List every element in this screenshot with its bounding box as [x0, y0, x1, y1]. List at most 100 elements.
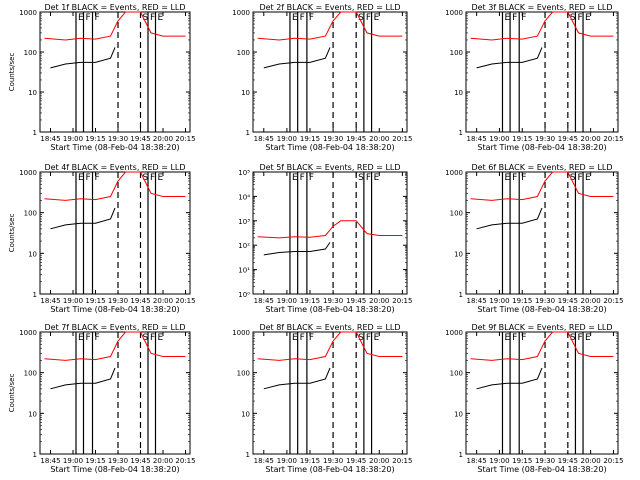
event-marker-label: S — [143, 173, 149, 183]
x-tick-label: 19:15 — [85, 457, 105, 465]
lld-series-line — [257, 11, 403, 41]
x-tick-label: 19:45 — [130, 297, 150, 305]
x-axis-label: Start Time (08-Feb-04 18:38:20) — [50, 143, 179, 152]
x-tick-label: 20:15 — [603, 297, 623, 305]
event-marker-label: E — [292, 173, 298, 183]
chart-panel-9: Det 9f BLACK = Events, RED = LLD 1 10 100 10… — [445, 323, 623, 474]
y-tick-label: 1 — [246, 129, 250, 137]
x-tick-label: 19:15 — [512, 297, 532, 305]
event-marker-label: F — [512, 13, 517, 23]
plot-title: Det 3f BLACK = Events, RED = LLD — [471, 3, 612, 12]
y-tick-label: 1000 — [445, 169, 463, 177]
y-tick-label: 100 — [24, 49, 37, 57]
event-marker-label: F — [309, 333, 314, 343]
event-marker-label: E — [78, 333, 84, 343]
x-tick-label: 20:00 — [153, 297, 173, 305]
x-tick-label: 20:00 — [369, 297, 389, 305]
events-series-line — [476, 207, 543, 230]
x-tick-label: 19:45 — [558, 457, 578, 465]
y-tick-label: 1 — [33, 129, 37, 137]
y-tick-label: 1 — [33, 451, 37, 459]
event-marker-label: F — [309, 173, 314, 183]
events-series-line — [50, 47, 116, 69]
x-tick-label: 19:15 — [300, 297, 320, 305]
y-tick-label: 1 — [246, 451, 250, 459]
lld-series-line — [44, 11, 186, 41]
plot-frame — [252, 11, 408, 133]
x-tick-label: 19:15 — [512, 457, 532, 465]
x-axis-label: Start Time (08-Feb-04 18:38:20) — [265, 305, 394, 314]
event-marker-label: E — [78, 13, 84, 23]
x-tick-label: 19:15 — [85, 297, 105, 305]
y-tick-label: 10 — [241, 89, 250, 97]
x-axis-label: Start Time (08-Feb-04 18:38:20) — [477, 143, 606, 152]
event-marker-label: F — [95, 173, 100, 183]
event-marker-label: F — [150, 173, 155, 183]
x-tick-label: 19:00 — [277, 135, 297, 143]
x-tick-label: 19:45 — [130, 457, 150, 465]
plot-title: Det 7f BLACK = Events, RED = LLD — [44, 323, 185, 332]
chart-panel-5: Det 5f BLACK = Events, RED = LLD 10⁰ 10¹ 10… — [238, 163, 412, 314]
event-marker-label: E — [585, 333, 591, 343]
x-tick-label: 18:45 — [467, 457, 487, 465]
x-tick-label: 20:00 — [369, 457, 389, 465]
plot-title: Det 6f BLACK = Events, RED = LLD — [471, 163, 612, 172]
y-tick-label: 100 — [237, 370, 250, 378]
event-marker-label: E — [78, 173, 84, 183]
event-marker-label: F — [150, 13, 155, 23]
plot-frame — [39, 331, 191, 455]
y-tick-label: 100 — [24, 210, 37, 218]
y-tick-label: 10 — [454, 89, 463, 97]
event-marker-label: S — [570, 333, 576, 343]
x-axis-label: Start Time (08-Feb-04 18:38:20) — [265, 465, 394, 474]
event-marker-label: F — [95, 333, 100, 343]
x-tick-label: 19:00 — [63, 297, 83, 305]
x-tick-label: 20:15 — [175, 457, 195, 465]
event-marker-label: E — [585, 13, 591, 23]
y-tick-label: 100 — [237, 49, 250, 57]
lld-series-line — [257, 220, 403, 239]
event-marker-label: F — [512, 333, 517, 343]
event-marker-label: F — [86, 333, 91, 343]
x-tick-label: 20:15 — [175, 297, 195, 305]
y-tick-label: 1000 — [19, 9, 37, 17]
y-tick-label: 1000 — [19, 169, 37, 177]
x-tick-label: 19:00 — [63, 135, 83, 143]
event-marker-label: E — [504, 333, 510, 343]
chart-panel-2: Det 2f BLACK = Events, RED = LLD 1 10 100 10… — [232, 3, 412, 152]
event-marker-label: F — [577, 13, 582, 23]
y-tick-label: 1 — [33, 291, 37, 299]
event-marker-label: F — [366, 173, 371, 183]
event-marker-label: F — [512, 173, 517, 183]
y-tick-label: 1000 — [445, 329, 463, 337]
events-series-line — [263, 242, 331, 256]
x-tick-label: 18:45 — [254, 457, 274, 465]
x-tick-label: 19:45 — [558, 297, 578, 305]
y-tick-label: 10¹ — [238, 267, 250, 275]
event-marker-label: E — [158, 173, 164, 183]
y-axis-label: Counts/sec — [8, 214, 16, 253]
event-marker-label: S — [143, 333, 149, 343]
plot-title: Det 9f BLACK = Events, RED = LLD — [471, 323, 612, 332]
events-series-line — [476, 47, 543, 69]
x-tick-label: 19:30 — [535, 297, 555, 305]
event-marker-label: F — [86, 173, 91, 183]
x-tick-label: 19:00 — [277, 297, 297, 305]
y-tick-label: 10 — [454, 250, 463, 258]
x-tick-label: 19:30 — [108, 135, 128, 143]
y-tick-label: 100 — [450, 370, 463, 378]
y-tick-label: 1 — [459, 129, 463, 137]
x-tick-label: 20:00 — [581, 297, 601, 305]
event-marker-label: S — [143, 13, 149, 23]
chart-panel-6: Det 6f BLACK = Events, RED = LLD 1 10 100 10… — [445, 163, 623, 314]
x-tick-label: 19:30 — [108, 297, 128, 305]
x-tick-label: 20:15 — [175, 135, 195, 143]
plot-frame — [39, 11, 191, 133]
event-marker-label: E — [504, 173, 510, 183]
x-tick-label: 19:45 — [346, 297, 366, 305]
event-marker-label: E — [374, 173, 380, 183]
event-marker-label: E — [158, 13, 164, 23]
chart-panel-1: Det 1f BLACK = Events, RED = LLD 1 10 100 10… — [8, 3, 196, 152]
x-axis-label: Start Time (08-Feb-04 18:38:20) — [265, 143, 394, 152]
x-tick-label: 19:45 — [558, 135, 578, 143]
